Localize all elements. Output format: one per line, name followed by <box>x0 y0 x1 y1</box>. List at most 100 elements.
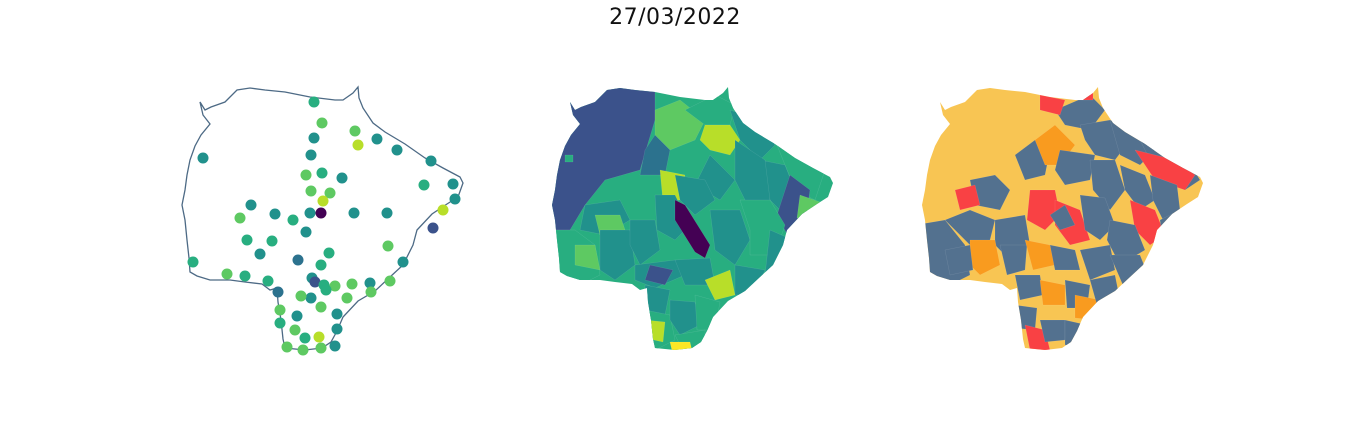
station-point <box>295 290 307 302</box>
station-point <box>315 301 327 313</box>
municipality-region <box>709 209 751 266</box>
station-point <box>269 208 281 220</box>
station-point <box>305 292 317 304</box>
station-point <box>300 226 312 238</box>
municipality-region <box>1079 194 1116 241</box>
station-point <box>274 304 286 316</box>
municipality-region <box>639 134 671 176</box>
station-point <box>313 331 325 343</box>
viridis-choropleth-map <box>552 87 833 350</box>
station-point <box>329 280 341 292</box>
station-point <box>341 292 353 304</box>
station-point <box>316 167 328 179</box>
station-point <box>425 155 437 167</box>
station-point <box>323 247 335 259</box>
municipality-region <box>1064 319 1088 346</box>
station-point <box>324 187 336 199</box>
municipality-region <box>699 124 741 156</box>
municipality-region <box>669 341 694 350</box>
station-point <box>336 172 348 184</box>
station-point <box>316 117 328 129</box>
station-point <box>221 268 233 280</box>
station-point <box>437 204 449 216</box>
station-point <box>449 193 461 205</box>
station-point <box>349 125 361 137</box>
station-point <box>371 133 383 145</box>
station-point <box>245 199 257 211</box>
station-point <box>254 248 266 260</box>
station-point <box>331 308 343 320</box>
municipality-region <box>1039 279 1066 306</box>
station-point <box>287 214 299 226</box>
station-points <box>187 96 461 356</box>
station-point <box>308 132 320 144</box>
station-point <box>292 254 304 266</box>
station-point <box>331 323 343 335</box>
station-point <box>315 207 327 219</box>
station-point <box>308 96 320 108</box>
municipality-region <box>1039 94 1066 116</box>
municipality-region <box>574 244 601 271</box>
municipality-region <box>954 184 981 211</box>
station-point <box>315 259 327 271</box>
municipality-region <box>1026 189 1061 231</box>
municipality-region <box>669 299 701 336</box>
municipality-region <box>599 229 636 281</box>
municipality-region <box>1054 149 1096 186</box>
municipality-region <box>1049 204 1076 231</box>
municipality-region <box>999 244 1028 276</box>
municipality-region <box>1074 87 1094 101</box>
station-point <box>309 276 321 288</box>
municipality-region <box>734 264 766 296</box>
station-point <box>418 179 430 191</box>
figure-title: 27/03/2022 <box>609 5 741 30</box>
risk-class-choropleth-map <box>922 87 1203 350</box>
station-point <box>305 185 317 197</box>
station-point <box>291 310 303 322</box>
station-point <box>297 344 309 356</box>
station-point <box>239 270 251 282</box>
municipality-region <box>674 199 711 259</box>
municipality-regions-viridis <box>552 87 833 350</box>
municipality-region <box>944 209 996 246</box>
station-point <box>320 284 332 296</box>
station-point <box>300 169 312 181</box>
station-point <box>234 212 246 224</box>
station-point <box>381 207 393 219</box>
municipality-region <box>644 319 666 343</box>
station-point <box>315 342 327 354</box>
station-point <box>304 207 316 219</box>
station-point <box>329 340 341 352</box>
station-point <box>391 144 403 156</box>
station-point <box>281 341 293 353</box>
municipality-region <box>629 219 661 266</box>
station-point <box>352 139 364 151</box>
station-point <box>262 275 274 287</box>
municipality-regions-risk <box>922 87 1203 350</box>
station-point <box>382 240 394 252</box>
station-point-map <box>181 85 464 356</box>
station-point <box>274 317 286 329</box>
station-point <box>348 207 360 219</box>
municipality-region <box>644 264 674 286</box>
station-point <box>365 286 377 298</box>
station-point <box>197 152 209 164</box>
station-point <box>364 277 376 289</box>
state-outline <box>181 85 464 351</box>
municipality-region <box>1089 159 1126 211</box>
station-point <box>305 149 317 161</box>
municipality-region <box>1049 244 1081 271</box>
station-point <box>427 222 439 234</box>
station-point <box>346 278 358 290</box>
station-point <box>272 286 284 298</box>
station-point <box>447 178 459 190</box>
municipality-region <box>764 229 794 276</box>
municipality-region <box>1119 164 1156 211</box>
station-point <box>289 324 301 336</box>
municipality-region <box>564 154 574 163</box>
station-point <box>299 332 311 344</box>
municipality-region <box>944 244 974 276</box>
station-point <box>384 275 396 287</box>
municipality-region <box>1079 244 1116 281</box>
station-point <box>397 256 409 268</box>
